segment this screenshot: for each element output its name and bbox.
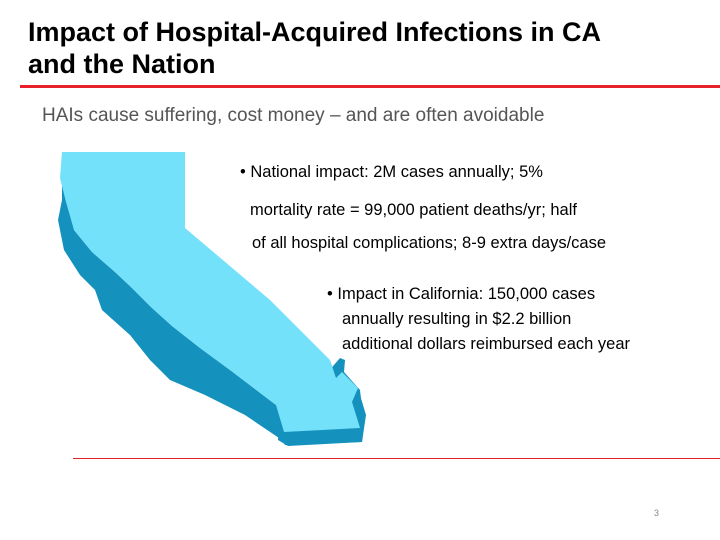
- footer-divider: [73, 458, 720, 459]
- california-map-icon: [58, 152, 366, 446]
- slide-subtitle: HAIs cause suffering, cost money – and a…: [42, 105, 545, 126]
- california-map-top: [60, 152, 360, 432]
- california-impact-line-2: annually resulting in $2.2 billion: [342, 310, 572, 328]
- title-line-2: and the Nation: [28, 49, 216, 79]
- national-impact-line-3: of all hospital complications; 8-9 extra…: [252, 234, 607, 252]
- california-impact-line-3: additional dollars reimbursed each year: [342, 335, 630, 353]
- national-impact-line-1: • National impact: 2M cases annually; 5%: [240, 163, 543, 181]
- page-number: 3: [654, 508, 660, 518]
- national-impact-line-2: mortality rate = 99,000 patient deaths/y…: [250, 201, 577, 219]
- california-impact-line-1: • Impact in California: 150,000 cases: [327, 285, 596, 303]
- title-line-1: Impact of Hospital-Acquired Infections i…: [28, 17, 602, 47]
- slide-title: Impact of Hospital-Acquired Infections i…: [28, 16, 708, 80]
- title-divider: [20, 85, 720, 88]
